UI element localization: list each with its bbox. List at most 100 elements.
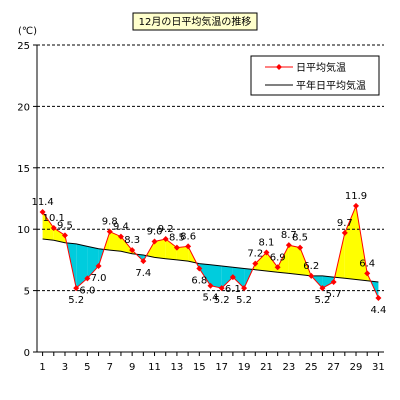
y-tick-label: 15 — [17, 164, 30, 175]
data-label: 9.2 — [158, 224, 174, 235]
y-axis-unit-label: (℃) — [18, 26, 37, 37]
x-tick-label: 5 — [84, 362, 90, 373]
data-label: 6.4 — [359, 258, 375, 269]
above-normal-fill — [42, 212, 54, 241]
data-point-marker — [173, 244, 180, 251]
data-label: 11.9 — [345, 191, 367, 202]
data-point-marker — [308, 272, 315, 279]
above-normal-fill — [154, 239, 166, 259]
data-point-marker — [50, 224, 57, 231]
legend-box — [250, 55, 380, 96]
y-tick-labels: 0 5 10 15 20 25 — [17, 41, 30, 359]
data-point-marker — [364, 270, 371, 277]
y-tick-label: 0 — [24, 348, 30, 359]
data-point-marker — [241, 285, 248, 292]
data-label: 8.5 — [169, 233, 185, 244]
axes — [33, 44, 384, 356]
x-tick-label: 11 — [148, 362, 161, 373]
data-label: 5.2 — [314, 295, 330, 306]
data-point-marker — [263, 249, 270, 256]
x-tick-label: 3 — [62, 362, 68, 373]
y-tick-label: 25 — [17, 41, 30, 52]
data-point-marker — [319, 285, 326, 292]
data-point-marker — [106, 228, 113, 235]
data-label: 5.7 — [326, 289, 342, 300]
x-tick-label: 15 — [193, 362, 206, 373]
above-normal-fill — [277, 245, 289, 274]
above-normal-fill — [344, 205, 356, 280]
x-tick-label: 9 — [129, 362, 135, 373]
x-tick-label: 13 — [171, 362, 184, 373]
data-label: 10.1 — [43, 213, 65, 224]
data-label: 5.2 — [68, 295, 84, 306]
chart-title-text: 12月の日平均気温の推移 — [139, 15, 252, 28]
above-normal-fill — [53, 228, 65, 243]
data-label: 8.7 — [281, 230, 297, 241]
chart-title-box — [132, 12, 258, 31]
data-label: 7.0 — [91, 273, 107, 284]
data-label: 6.8 — [191, 275, 207, 286]
normal-temperature-line — [42, 238, 379, 283]
data-point-marker — [151, 238, 158, 245]
legend-label-actual: 日平均気温 — [296, 61, 346, 74]
data-point-marker — [330, 279, 337, 286]
data-label: 7.2 — [247, 249, 263, 260]
legend-marker-actual — [276, 64, 282, 70]
y-tick-label: 5 — [24, 287, 30, 298]
y-tick-label: 20 — [17, 102, 30, 113]
below-normal-fill — [199, 263, 211, 286]
data-point-marker — [117, 233, 124, 240]
data-point-marker — [218, 285, 225, 292]
data-point-marker — [162, 236, 169, 243]
data-label: 8.3 — [124, 235, 140, 246]
legend: 日平均気温 平年日平均気温 — [250, 55, 380, 96]
x-tick-label: 25 — [305, 362, 318, 373]
chart-title: 12月の日平均気温の推移 — [132, 12, 258, 31]
x-tick-label: 31 — [372, 362, 385, 373]
x-tick-label: 27 — [327, 362, 340, 373]
data-point-marker — [207, 282, 214, 289]
data-point-marker — [129, 247, 136, 254]
data-label: 5.4 — [203, 293, 219, 304]
data-label: 4.4 — [370, 305, 386, 316]
data-label: 9.8 — [102, 217, 118, 228]
data-label: 8.1 — [259, 238, 275, 249]
data-point-marker — [84, 275, 91, 282]
below-normal-fill — [322, 275, 334, 289]
data-label: 8.5 — [292, 233, 308, 244]
data-labels: 11.410.19.55.26.07.09.89.48.37.49.09.28.… — [31, 191, 386, 316]
below-normal-fill — [232, 267, 245, 289]
x-tick-label: 7 — [107, 362, 113, 373]
data-point-marker — [274, 264, 281, 271]
below-normal-fill — [76, 243, 88, 289]
data-label: 5.2 — [236, 295, 252, 306]
data-point-marker — [297, 244, 304, 251]
data-label: 11.4 — [31, 197, 53, 208]
x-tick-label: 17 — [215, 362, 228, 373]
data-label: 7.4 — [135, 268, 151, 279]
y-tick-label: 10 — [17, 225, 30, 236]
data-point-marker — [353, 202, 360, 209]
x-tick-label: 29 — [350, 362, 363, 373]
data-point-marker — [196, 265, 203, 272]
data-label: 9.5 — [57, 220, 73, 231]
x-tick-label: 1 — [39, 362, 45, 373]
data-label: 9.0 — [147, 226, 163, 237]
x-tick-label: 19 — [238, 362, 251, 373]
data-point-marker — [252, 260, 259, 267]
series-markers — [39, 202, 382, 301]
below-normal-fill — [210, 264, 222, 289]
data-point-marker — [285, 242, 292, 249]
above-normal-fill — [165, 239, 177, 260]
above-normal-fill — [255, 252, 267, 271]
data-point-marker — [229, 274, 236, 281]
data-label: 6.0 — [79, 285, 95, 296]
below-normal-fill — [221, 266, 233, 289]
above-normal-fill — [121, 236, 133, 254]
x-tick-label: 23 — [282, 362, 295, 373]
data-point-marker — [39, 209, 46, 216]
above-normal-fill — [288, 245, 300, 275]
data-label: 6.9 — [270, 252, 286, 263]
x-tick-label: 21 — [260, 362, 273, 373]
